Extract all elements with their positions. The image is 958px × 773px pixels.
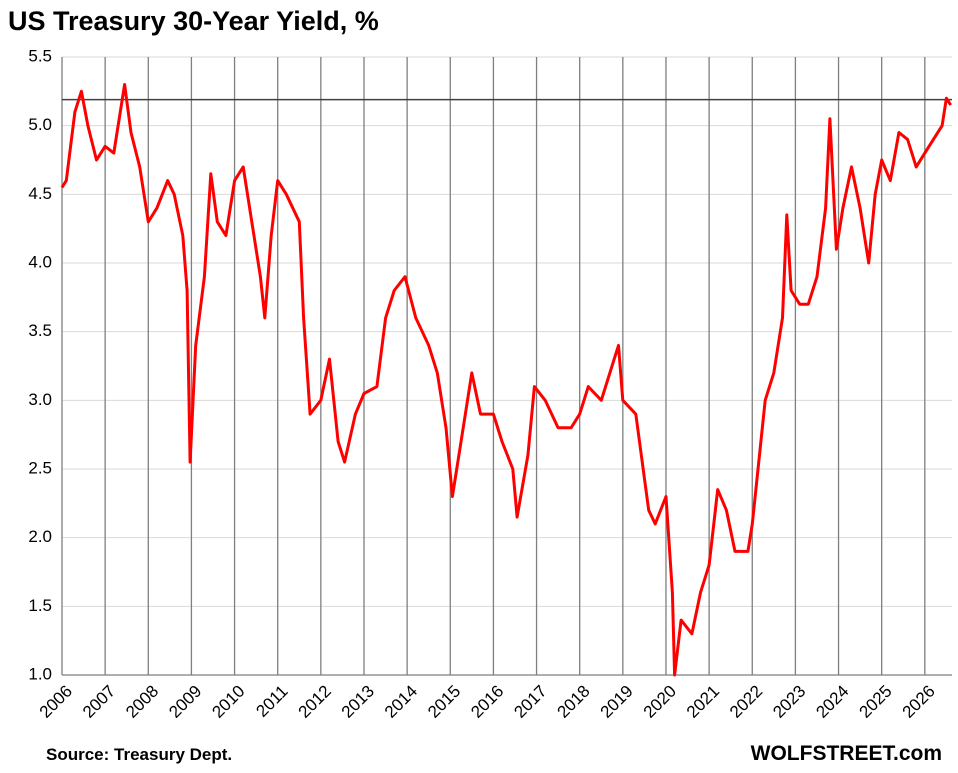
x-tick-label: 2009	[165, 682, 205, 722]
x-tick-label: 2025	[855, 682, 895, 722]
y-tick-label: 5.0	[28, 115, 52, 134]
y-tick-label: 1.5	[28, 596, 52, 615]
x-tick-label: 2010	[208, 682, 248, 722]
y-tick-label: 5.5	[28, 46, 52, 65]
x-tick-label: 2016	[467, 682, 507, 722]
x-tick-label: 2007	[79, 682, 119, 722]
x-tick-label: 2022	[726, 682, 766, 722]
x-tick-label: 2018	[554, 682, 594, 722]
y-tick-label: 1.0	[28, 664, 52, 683]
source-note: Source: Treasury Dept.	[46, 745, 232, 764]
x-tick-label: 2013	[338, 682, 378, 722]
y-tick-label: 4.5	[28, 184, 52, 203]
x-tick-label: 2006	[36, 682, 76, 722]
x-tick-label: 2012	[295, 682, 335, 722]
chart-title: US Treasury 30-Year Yield, %	[8, 6, 379, 36]
x-tick-label: 2020	[640, 682, 680, 722]
y-tick-label: 4.0	[28, 252, 52, 271]
y-tick-label: 2.5	[28, 458, 52, 477]
x-tick-label: 2014	[381, 682, 421, 722]
watermark: WOLFSTREET.com	[751, 742, 942, 765]
x-tick-label: 2023	[769, 682, 809, 722]
x-tick-label: 2019	[597, 682, 637, 722]
y-tick-label: 2.0	[28, 527, 52, 546]
x-tick-label: 2024	[812, 682, 852, 722]
x-tick-label: 2021	[683, 682, 723, 722]
y-tick-label: 3.0	[28, 390, 52, 409]
x-tick-label: 2008	[122, 682, 162, 722]
yield-line	[60, 83, 952, 677]
x-tick-label: 2026	[899, 682, 939, 722]
x-tick-label: 2015	[424, 682, 464, 722]
y-tick-label: 3.5	[28, 321, 52, 340]
x-tick-label: 2017	[510, 682, 550, 722]
x-tick-label: 2011	[252, 682, 291, 721]
